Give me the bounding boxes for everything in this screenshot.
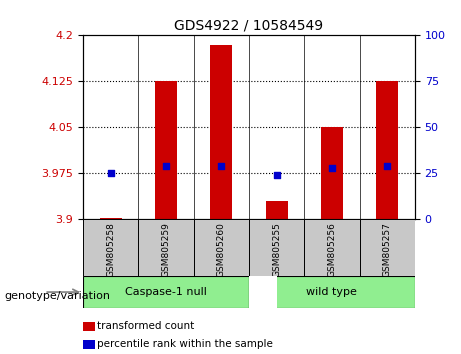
Bar: [249, 219, 304, 276]
Text: transformed count: transformed count: [97, 321, 194, 331]
Bar: [249, 276, 415, 308]
Bar: [321, 127, 343, 219]
Bar: [100, 218, 122, 219]
Text: GSM805255: GSM805255: [272, 222, 281, 277]
Title: GDS4922 / 10584549: GDS4922 / 10584549: [174, 19, 324, 33]
Text: Caspase-1 null: Caspase-1 null: [125, 287, 207, 297]
Point: [107, 171, 114, 176]
Bar: [155, 81, 177, 219]
Text: GSM805260: GSM805260: [217, 222, 226, 277]
Text: percentile rank within the sample: percentile rank within the sample: [97, 339, 273, 349]
Text: GSM805258: GSM805258: [106, 222, 115, 277]
Bar: [138, 219, 194, 276]
Point: [328, 165, 336, 171]
Bar: [249, 276, 277, 308]
Point: [273, 172, 280, 178]
Text: GSM805257: GSM805257: [383, 222, 392, 277]
Bar: [83, 219, 138, 276]
Bar: [266, 201, 288, 219]
Text: GSM805256: GSM805256: [327, 222, 337, 277]
Text: genotype/variation: genotype/variation: [5, 291, 111, 301]
Bar: [304, 219, 360, 276]
Point: [218, 163, 225, 169]
Bar: [83, 276, 249, 308]
Bar: [376, 81, 398, 219]
Bar: [360, 219, 415, 276]
Text: wild type: wild type: [307, 287, 357, 297]
Bar: [210, 45, 232, 219]
Text: GSM805259: GSM805259: [161, 222, 171, 277]
Point: [162, 163, 170, 169]
Point: [384, 163, 391, 169]
Bar: [194, 219, 249, 276]
